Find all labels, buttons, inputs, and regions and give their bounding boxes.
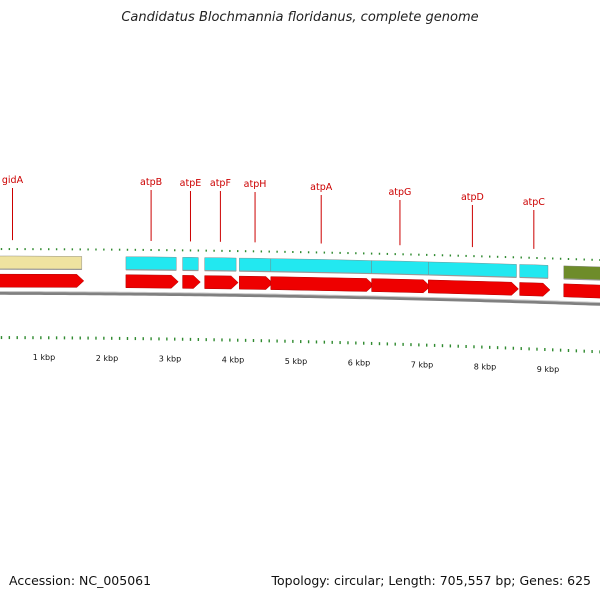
kbp-tick-label: 4 kbp [222, 356, 244, 365]
cds-arrow-atpH[interactable] [239, 275, 274, 290]
kbp-tick-label: 3 kbp [159, 355, 181, 364]
cds-arrow-unnamed[interactable] [563, 283, 600, 299]
kbp-tick-label: 7 kbp [411, 360, 433, 369]
gene-label-atpB[interactable]: atpB [140, 177, 162, 188]
cds-arrow-atpD[interactable] [428, 279, 519, 296]
cds-feature-track [0, 273, 600, 299]
gene-label-gidA[interactable]: gidA [2, 175, 24, 186]
gene-feature-atpB[interactable] [125, 256, 177, 271]
cds-arrow-atpC[interactable] [519, 282, 551, 297]
backbone-highlight [0, 291, 600, 304]
gene-feature-shadow [371, 272, 429, 276]
gene-label-atpG[interactable]: atpG [388, 187, 411, 198]
cds-arrow-atpA[interactable] [270, 276, 374, 292]
gene-label-atpC[interactable]: atpC [523, 197, 546, 208]
gene-label-layer: gidA atpB atpE atpF atpH atpA atpG atpD atpC [2, 175, 545, 249]
gene-feature-track [0, 255, 600, 281]
gene-feature-gidA[interactable] [0, 255, 82, 270]
backbone-line [0, 291, 600, 306]
lower-tick-row [0, 336, 600, 354]
kbp-tick-label: 5 kbp [285, 357, 307, 366]
gene-feature-shadow [428, 274, 517, 278]
cds-arrow-gidA[interactable] [0, 273, 85, 288]
cds-arrow-atpF[interactable] [204, 275, 239, 290]
gene-feature-atpH[interactable] [239, 257, 271, 272]
gene-feature-shadow [519, 276, 549, 279]
gene-feature-shadow [239, 270, 271, 273]
kbp-tick-label: 8 kbp [474, 363, 496, 372]
kbp-tick-label: 2 kbp [96, 354, 118, 363]
cds-arrow-atpB[interactable] [125, 274, 179, 289]
gene-label-atpE[interactable]: atpE [180, 178, 202, 189]
gene-feature-atpG[interactable] [371, 260, 429, 276]
gene-label-atpD[interactable]: atpD [461, 192, 484, 203]
gene-feature-shadow [563, 278, 600, 281]
kbp-tick-label: 6 kbp [348, 359, 370, 368]
gene-feature-atpE[interactable] [182, 257, 199, 271]
kbp-scale-labels: 1 kbp 2 kbp 3 kbp 4 kbp 5 kbp 6 kbp 7 kbp 8 kbp… [33, 353, 559, 374]
gene-feature-shadow [125, 269, 177, 271]
kbp-tick-label: 9 kbp [537, 365, 559, 374]
accession-text: Accession: NC_005061 [9, 573, 152, 588]
cds-arrow-atpG[interactable] [371, 278, 431, 294]
gene-label-atpA[interactable]: atpA [310, 182, 333, 193]
map-title: Candidatus Blochmannia floridanus, compl… [121, 10, 479, 25]
topology-summary-text: Topology: circular; Length: 705,557 bp; … [271, 573, 592, 588]
gene-feature-atpC[interactable] [519, 264, 549, 279]
upper-tick-row [0, 248, 600, 262]
gene-label-atpF[interactable]: atpF [210, 178, 231, 189]
gene-feature-shadow [270, 271, 372, 275]
gene-label-atpH[interactable]: atpH [244, 179, 267, 190]
kbp-tick-label: 1 kbp [33, 353, 55, 362]
cds-arrow-atpE[interactable] [182, 275, 201, 289]
genome-backbone [0, 291, 600, 306]
gene-feature-atpF[interactable] [204, 257, 237, 272]
